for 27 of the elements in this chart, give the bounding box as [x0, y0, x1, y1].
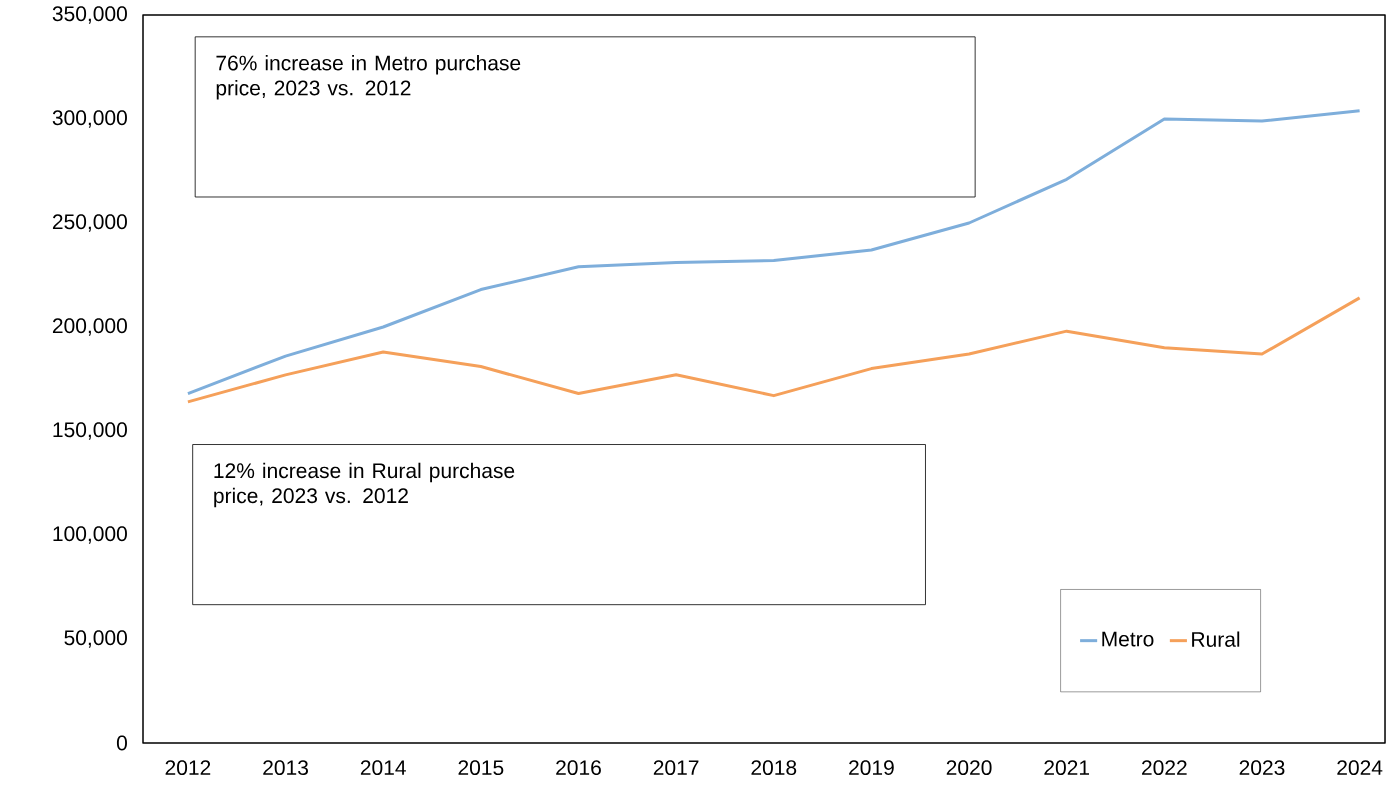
x-tick-label: 2020	[946, 760, 992, 776]
y-tick-label: 350,000	[52, 6, 127, 24]
y-tick-label: 50,000	[64, 630, 127, 648]
y-tick-label: 250,000	[52, 214, 127, 232]
x-tick-label: 2018	[751, 760, 797, 776]
y-tick-label: 200,000	[52, 318, 127, 336]
x-tick-label: 2023	[1239, 760, 1285, 776]
x-tick-label: 2016	[556, 760, 601, 776]
y-tick-label: 0	[116, 735, 127, 751]
x-tick-label: 2012	[165, 760, 211, 776]
annotation: 76% increase in Metro purchase price, 2023 vs. 2012	[216, 55, 521, 100]
y-tick-label: 100,000	[53, 526, 127, 544]
x-tick-label: 2024	[1337, 760, 1383, 776]
line-series	[186, 296, 1362, 404]
legend-label: Rural	[1192, 631, 1240, 647]
legend-label: Metro	[1102, 631, 1154, 647]
x-tick-label: 2013	[263, 760, 308, 776]
x-tick-label: 2021	[1044, 760, 1090, 776]
x-tick-label: 2015	[458, 760, 504, 776]
line-series	[186, 109, 1362, 396]
annotation: 12% increase in Rural purchase price, 2023 vs. 2012	[214, 462, 515, 508]
y-tick-label: 150,000	[53, 422, 127, 440]
x-tick-label: 2014	[360, 760, 406, 776]
x-tick-label: 2017	[653, 760, 699, 776]
x-tick-label: 2022	[1142, 760, 1187, 776]
y-tick-label: 300,000	[52, 110, 127, 128]
x-tick-label: 2019	[849, 760, 894, 776]
